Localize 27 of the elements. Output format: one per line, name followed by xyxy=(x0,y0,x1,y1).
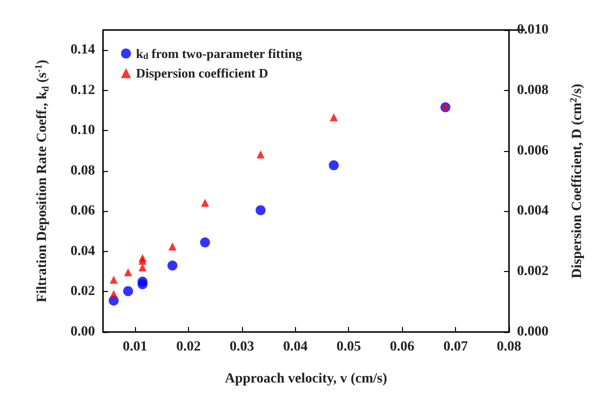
y-tick-label: 0.02 xyxy=(70,284,95,300)
x-tick-label: 0.06 xyxy=(390,340,414,354)
y2-tick-label: 0.008 xyxy=(517,82,548,98)
y-tick-label: 0.14 xyxy=(70,42,95,58)
x-axis-title: Approach velocity, v (cm/s) xyxy=(224,372,388,386)
y2-tick-label: 0.006 xyxy=(517,143,548,158)
legend-label: kd from two-parameter fitting xyxy=(136,46,302,62)
y2-tick-label: 0.004 xyxy=(517,204,548,219)
y-tick-label: 0.10 xyxy=(70,123,95,138)
y2-axis-title: Dispersion Coefficient, D (cm2/s) xyxy=(568,83,585,278)
y2-tick-label: 0.000 xyxy=(517,324,548,340)
x-tick-label: 0.04 xyxy=(283,340,308,354)
y2-tick-label: 0.002 xyxy=(517,264,548,280)
x-tick-label: 0.07 xyxy=(443,340,468,354)
x-tick-label: 0.01 xyxy=(122,340,148,354)
y-axis-title: Filtration Deposition Rate Coeff., kd (s-1) xyxy=(34,59,52,302)
legend-label: Dispersion coefficient D xyxy=(136,66,268,81)
x-tick-label: 0.02 xyxy=(176,340,201,354)
y2-tick-label: 0.010 xyxy=(517,22,548,38)
y-tick-label: 0.12 xyxy=(70,82,95,98)
y-tick-label: 0.04 xyxy=(70,244,95,259)
x-tick-label: 0.03 xyxy=(230,340,254,354)
x-tick-label: 0.08 xyxy=(496,340,522,354)
y-tick-label: 0.00 xyxy=(70,324,95,340)
x-tick-label: 0.05 xyxy=(336,340,361,354)
y-tick-label: 0.08 xyxy=(70,163,95,178)
y-tick-label: 0.06 xyxy=(70,204,95,219)
